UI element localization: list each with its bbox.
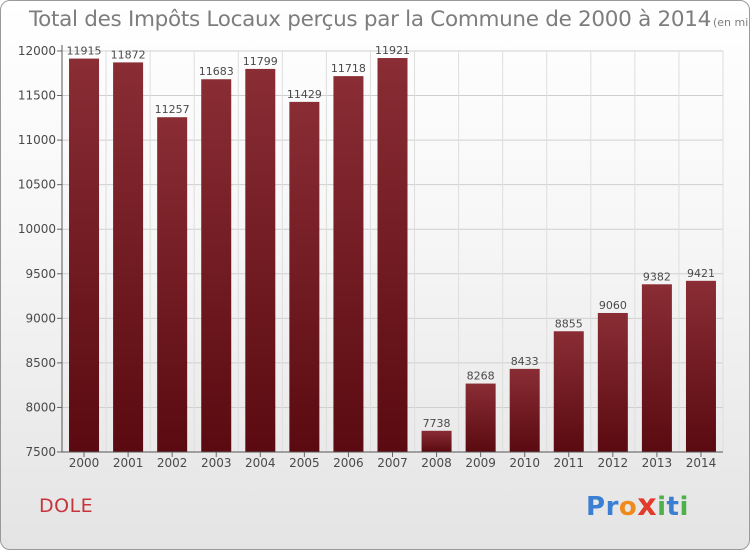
data-label: 9060 bbox=[599, 299, 627, 312]
x-tick-label: 2006 bbox=[333, 456, 364, 470]
commune-name: DOLE bbox=[39, 495, 94, 517]
axes bbox=[57, 45, 723, 457]
x-tick-label: 2007 bbox=[377, 456, 408, 470]
y-tick-label: 10500 bbox=[18, 178, 56, 192]
bar bbox=[157, 117, 188, 452]
bar bbox=[553, 331, 584, 452]
bar bbox=[289, 101, 320, 452]
y-tick-label: 9000 bbox=[25, 311, 56, 325]
y-tick-label: 9500 bbox=[25, 267, 56, 281]
x-tick-label: 2000 bbox=[69, 456, 100, 470]
x-tick-label: 2003 bbox=[201, 456, 232, 470]
data-label: 11872 bbox=[111, 48, 146, 61]
data-label: 8268 bbox=[467, 370, 495, 383]
y-tick-label: 11500 bbox=[18, 89, 56, 103]
chart-title-text: Total des Impôts Locaux perçus par la Co… bbox=[29, 7, 711, 32]
x-tick-label: 2008 bbox=[421, 456, 452, 470]
bar bbox=[201, 79, 232, 452]
logo-letter: i bbox=[679, 492, 689, 522]
bar bbox=[333, 76, 364, 452]
data-label: 7738 bbox=[423, 417, 451, 430]
x-tick-label: 2005 bbox=[289, 456, 320, 470]
x-tick-label: 2011 bbox=[553, 456, 584, 470]
data-label: 11915 bbox=[67, 45, 102, 58]
y-tick-label: 10000 bbox=[18, 222, 56, 236]
data-label: 9421 bbox=[687, 267, 715, 280]
logo-letter: P bbox=[586, 492, 606, 522]
x-tick-label: 2004 bbox=[245, 456, 276, 470]
bar bbox=[641, 284, 672, 452]
y-tick-label: 8500 bbox=[25, 356, 56, 370]
proxiti-logo[interactable]: Proxiti bbox=[586, 488, 689, 523]
chart-title: Total des Impôts Locaux perçus par la Co… bbox=[29, 7, 749, 32]
x-tick-label: 2010 bbox=[509, 456, 540, 470]
bar bbox=[465, 383, 496, 452]
bar bbox=[245, 68, 276, 453]
data-label: 9382 bbox=[643, 270, 671, 283]
labels: 7500 8000 8500 9000 9500 10000 10500 11000 11500… bbox=[18, 44, 716, 470]
bar bbox=[113, 62, 144, 453]
data-label: 11683 bbox=[199, 65, 234, 78]
bar bbox=[377, 58, 408, 453]
data-label: 11429 bbox=[287, 88, 322, 101]
x-tick-label: 2002 bbox=[157, 456, 188, 470]
data-label: 11257 bbox=[155, 103, 190, 116]
data-label: 8433 bbox=[511, 355, 539, 368]
logo-letter: r bbox=[605, 492, 619, 522]
bar bbox=[509, 368, 540, 452]
data-label: 11921 bbox=[375, 44, 410, 57]
chart-title-unit: (en milliers d'€) bbox=[713, 16, 749, 29]
y-tick-label: 7500 bbox=[25, 445, 56, 459]
logo-letter: o bbox=[618, 492, 638, 522]
x-tick-label: 2009 bbox=[465, 456, 496, 470]
bar bbox=[69, 58, 100, 453]
x-tick-label: 2013 bbox=[642, 456, 673, 470]
data-label: 11799 bbox=[243, 55, 278, 68]
x-tick-label: 2014 bbox=[686, 456, 717, 470]
logo-letter: x bbox=[637, 488, 658, 523]
bar bbox=[685, 280, 716, 452]
bars bbox=[69, 58, 716, 453]
y-tick-label: 11000 bbox=[18, 133, 56, 147]
bar bbox=[597, 312, 628, 452]
bar bbox=[421, 430, 452, 452]
y-tick-label: 12000 bbox=[18, 44, 56, 58]
data-label: 8855 bbox=[555, 317, 583, 330]
logo-letter: i bbox=[657, 492, 667, 522]
y-tick-label: 8000 bbox=[25, 400, 56, 414]
x-tick-label: 2012 bbox=[598, 456, 629, 470]
x-tick-label: 2001 bbox=[113, 456, 144, 470]
data-label: 11718 bbox=[331, 62, 366, 75]
logo-letter: t bbox=[666, 492, 680, 522]
